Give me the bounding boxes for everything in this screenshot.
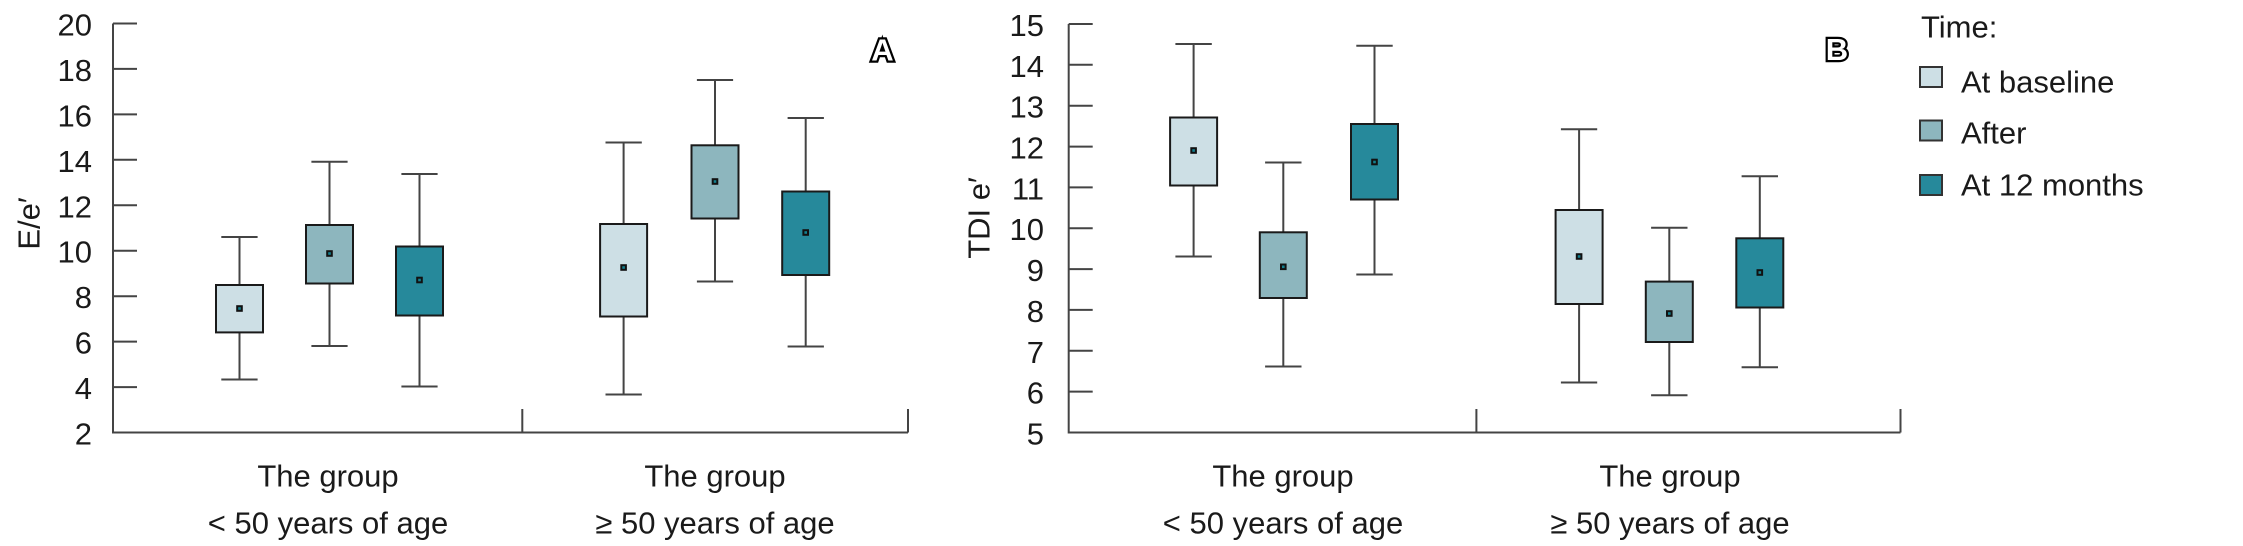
svg-text:11: 11 xyxy=(1012,171,1044,206)
svg-text:5: 5 xyxy=(1027,417,1044,452)
svg-text:≥ 50 years of age: ≥ 50 years of age xyxy=(595,506,834,541)
svg-text:10: 10 xyxy=(58,235,92,270)
svg-text:A: A xyxy=(871,33,893,68)
svg-text:8: 8 xyxy=(75,280,92,315)
svg-text:The group: The group xyxy=(257,459,398,494)
svg-text:12: 12 xyxy=(58,189,92,224)
svg-text:15: 15 xyxy=(1010,8,1044,43)
svg-text:B: B xyxy=(1826,32,1848,67)
svg-text:7: 7 xyxy=(1027,335,1044,370)
svg-text:18: 18 xyxy=(58,53,92,88)
svg-text:6: 6 xyxy=(75,326,92,361)
svg-text:< 50 years of age: < 50 years of age xyxy=(208,506,448,541)
svg-text:9: 9 xyxy=(1027,253,1044,288)
svg-text:B: B xyxy=(1826,32,1848,67)
svg-text:TDI e′: TDI e′ xyxy=(962,177,997,259)
svg-text:At 12 months: At 12 months xyxy=(1961,168,2144,203)
svg-text:8: 8 xyxy=(1027,294,1044,329)
svg-text:20: 20 xyxy=(58,8,92,43)
svg-text:A: A xyxy=(871,33,893,68)
svg-text:10: 10 xyxy=(1010,212,1044,247)
svg-text:The group: The group xyxy=(1212,459,1353,494)
svg-text:Time:: Time: xyxy=(1921,10,1997,45)
svg-text:At baseline: At baseline xyxy=(1961,65,2114,100)
svg-text:The group: The group xyxy=(1599,459,1740,494)
svg-text:< 50 years of age: < 50 years of age xyxy=(1163,506,1403,541)
svg-text:The group: The group xyxy=(644,459,785,494)
svg-text:13: 13 xyxy=(1010,90,1044,125)
svg-text:≥ 50 years of age: ≥ 50 years of age xyxy=(1550,506,1789,541)
svg-text:2: 2 xyxy=(75,417,92,452)
svg-text:14: 14 xyxy=(1010,49,1044,84)
svg-text:12: 12 xyxy=(1010,131,1044,166)
svg-text:4: 4 xyxy=(75,371,92,406)
svg-text:After: After xyxy=(1961,116,2026,151)
svg-text:14: 14 xyxy=(58,144,92,179)
svg-text:16: 16 xyxy=(58,98,92,133)
svg-text:E/e′: E/e′ xyxy=(12,197,47,250)
svg-text:6: 6 xyxy=(1027,376,1044,411)
